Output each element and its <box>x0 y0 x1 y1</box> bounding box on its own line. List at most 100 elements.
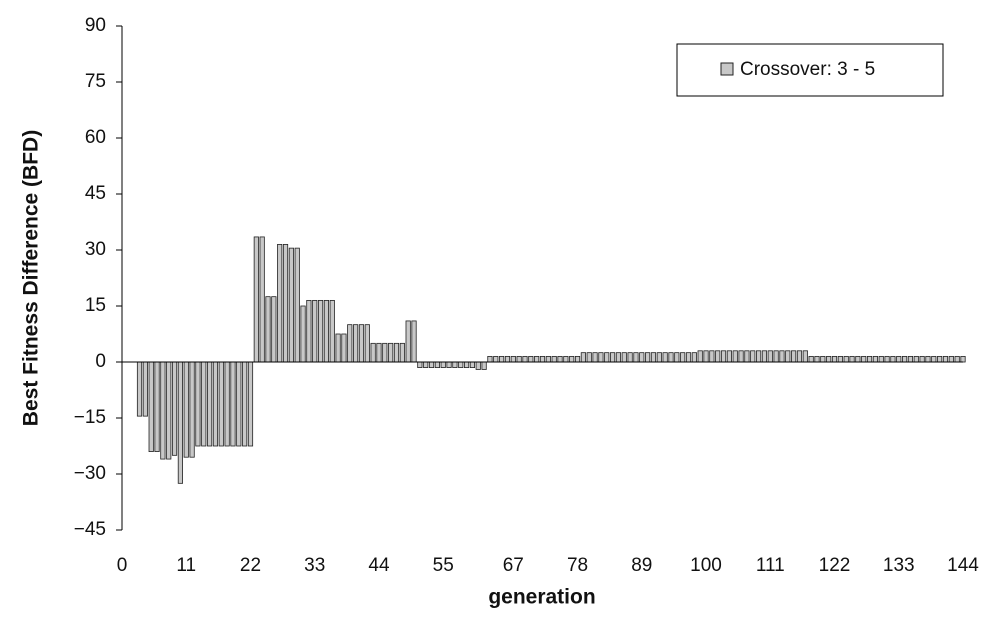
bar <box>160 361 166 460</box>
bar <box>510 355 516 363</box>
bar <box>586 352 592 363</box>
x-tick-label: 0 <box>117 555 128 576</box>
bar <box>761 350 768 363</box>
x-axis-label: generation <box>488 586 595 609</box>
bar <box>843 355 849 363</box>
bar <box>674 352 680 363</box>
bar <box>317 299 324 363</box>
bar <box>323 299 329 363</box>
bar <box>388 342 394 363</box>
bar <box>744 350 750 363</box>
bar <box>177 361 183 484</box>
bar <box>300 305 306 363</box>
bar <box>557 355 563 363</box>
bar <box>370 342 376 363</box>
bar <box>831 355 838 363</box>
bar <box>902 355 908 363</box>
bar <box>645 352 651 363</box>
y-tick-label: −30 <box>74 463 106 484</box>
bar <box>820 355 826 363</box>
bar <box>720 350 727 363</box>
bar <box>528 355 534 363</box>
bar <box>405 320 411 363</box>
x-tick-label: 122 <box>819 555 851 576</box>
bar <box>592 352 598 363</box>
y-tick-label: 75 <box>85 71 106 92</box>
bar <box>469 361 476 368</box>
bar <box>884 355 890 363</box>
bar <box>417 361 423 368</box>
bar <box>236 361 242 447</box>
bar <box>709 350 715 363</box>
bar <box>475 361 481 370</box>
bar <box>913 355 919 363</box>
bar <box>428 361 435 368</box>
legend-marker <box>720 62 734 76</box>
bar <box>697 350 703 363</box>
bar <box>154 361 160 452</box>
y-tick-label: 90 <box>85 15 106 36</box>
bar <box>335 333 341 363</box>
bar <box>808 355 814 363</box>
bar <box>522 355 528 363</box>
bar <box>493 355 499 363</box>
bar <box>551 355 557 363</box>
y-tick-label: −15 <box>74 407 106 428</box>
x-tick-label: 44 <box>368 555 390 576</box>
bar <box>942 355 949 363</box>
x-tick-label: 133 <box>883 555 915 576</box>
x-tick-label: 33 <box>304 555 325 576</box>
y-tick-label: −45 <box>74 519 106 540</box>
bar <box>650 352 657 363</box>
y-tick-label: 60 <box>85 127 106 148</box>
bar <box>312 299 318 363</box>
bar <box>598 352 604 363</box>
y-tick-label: 45 <box>85 183 106 204</box>
bar <box>703 350 709 363</box>
bar <box>615 352 622 363</box>
bar <box>399 342 405 363</box>
bar <box>487 355 493 363</box>
bar <box>960 355 966 363</box>
bar <box>574 355 581 363</box>
bar <box>639 352 645 363</box>
bar <box>230 361 236 447</box>
bar <box>563 355 569 363</box>
bar <box>411 320 417 363</box>
bar <box>715 350 721 363</box>
bar <box>627 352 633 363</box>
bar <box>294 247 300 363</box>
bar <box>539 355 546 363</box>
bar <box>189 361 195 458</box>
x-tick-label: 111 <box>756 555 785 576</box>
bar <box>925 355 931 363</box>
bar <box>329 299 335 363</box>
bar <box>434 361 440 368</box>
bar <box>756 350 762 363</box>
bar <box>423 361 429 368</box>
x-tick-label: 100 <box>690 555 722 576</box>
bar <box>569 355 575 363</box>
bar <box>931 355 937 363</box>
bar <box>183 361 189 458</box>
legend-label: Crossover: 3 - 5 <box>740 59 875 80</box>
bar <box>458 361 464 368</box>
x-tick-label: 67 <box>503 555 524 576</box>
bar <box>341 333 347 363</box>
bar <box>224 361 230 447</box>
bar <box>306 299 312 363</box>
bar <box>948 355 954 363</box>
y-axis-label: Best Fitness Difference (BFD) <box>20 130 43 426</box>
bar <box>691 352 697 363</box>
bar <box>347 324 353 363</box>
bar <box>656 352 662 363</box>
bar <box>896 355 902 363</box>
bar <box>446 361 452 368</box>
bar <box>954 355 960 363</box>
bar <box>393 342 400 363</box>
bar <box>201 361 207 447</box>
bar <box>218 361 224 447</box>
bar <box>516 355 522 363</box>
bar <box>282 243 289 363</box>
bar <box>837 355 843 363</box>
